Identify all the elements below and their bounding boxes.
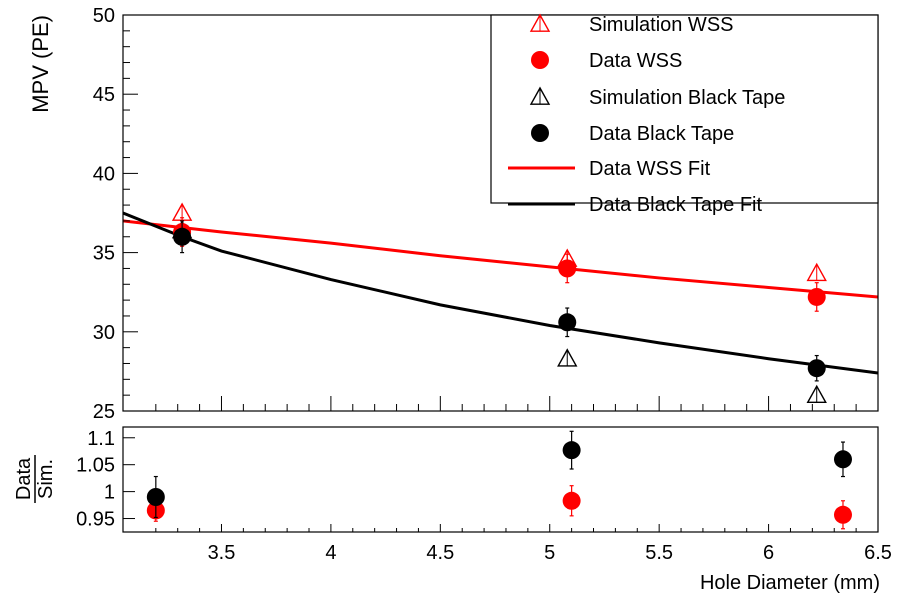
y-tick-label: 35 [93, 243, 115, 265]
y-tick-label: 45 [93, 84, 115, 106]
x-tick-label: 6.5 [864, 542, 892, 564]
y-tick-label: 40 [93, 163, 115, 185]
y-tick-label: 25 [93, 401, 115, 423]
ratio-y-tick-label: 1.05 [76, 455, 115, 477]
data-marker [807, 287, 826, 306]
ratio-y-tick-label: 1 [104, 482, 115, 504]
x-tick-label: 5.5 [645, 542, 673, 564]
y-tick-label: 50 [93, 5, 115, 27]
ratio-marker [146, 488, 165, 506]
legend-label: Simulation Black Tape [589, 87, 785, 109]
legend-symbol [531, 51, 549, 69]
y-axis-label: MPV (PE) [28, 15, 53, 113]
x-tick-label: 4.5 [426, 542, 454, 564]
ratio-y-tick-label: 1.1 [87, 428, 115, 450]
ratio-y-tick-label: 0.95 [76, 509, 115, 531]
ratio-y-label-numerator: Data [13, 457, 35, 500]
legend-label: Data Black Tape Fit [589, 194, 762, 216]
ratio-y-label: Data Sim. [13, 455, 57, 503]
top-panel-axes: 25 30 35 40 45 50 [93, 5, 879, 423]
ratio-panel-frame [122, 426, 879, 533]
legend: Simulation WSS Data WSS Simulation Black T… [490, 13, 879, 216]
x-tick-label: 3.5 [208, 542, 236, 564]
fit-curves [123, 211, 878, 375]
x-tick-label: 5 [544, 542, 555, 564]
legend-label: Data WSS Fit [589, 158, 711, 180]
legend-label: Data Black Tape [589, 123, 734, 145]
fit-line [123, 219, 878, 299]
x-tick-label: 4 [325, 542, 336, 564]
data-marker [558, 313, 577, 332]
x-axis-label: Hole Diameter (mm) [700, 572, 880, 594]
ratio-marker [833, 450, 852, 469]
top-panel-points [171, 202, 827, 404]
ratio-panel-axes: 3.5 4 4.5 5 5.5 6 6.5 0.95 1 1.05 1.1 [76, 428, 892, 564]
y-tick-label: 30 [93, 322, 115, 344]
data-marker [807, 359, 826, 378]
data-marker [173, 227, 192, 246]
ratio-marker [562, 491, 581, 510]
ratio-panel-points [146, 430, 852, 530]
ratio-y-label-denominator: Sim. [35, 459, 57, 499]
ratio-marker [562, 441, 581, 460]
legend-label: Simulation WSS [589, 14, 734, 36]
data-marker [558, 259, 577, 278]
fit-line [123, 211, 878, 375]
legend-label: Data WSS [589, 50, 682, 72]
ratio-marker [833, 505, 852, 524]
legend-box [490, 14, 879, 204]
legend-symbol [531, 124, 549, 142]
x-tick-label: 6 [763, 542, 774, 564]
